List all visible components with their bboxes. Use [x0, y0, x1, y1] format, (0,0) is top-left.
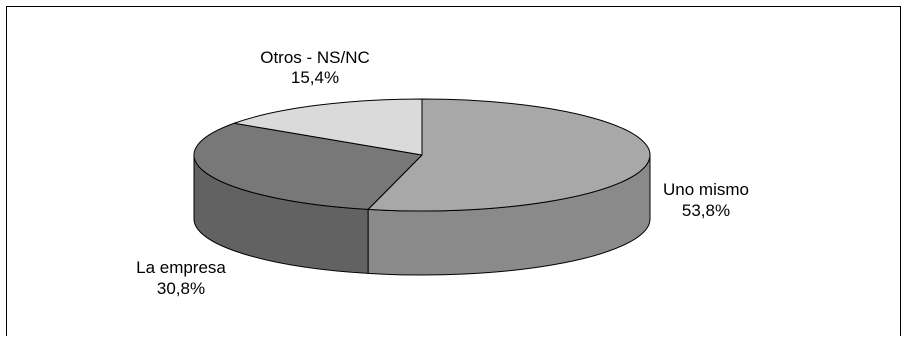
pie-tops: [193, 98, 651, 212]
slice-label-otros: Otros - NS/NC: [260, 48, 370, 67]
slice-value-uno-mismo: 53,8%: [682, 201, 730, 220]
slice-label-la-empresa: La empresa: [136, 258, 226, 277]
slice-value-la-empresa: 30,8%: [157, 279, 205, 298]
slice-top-la-empresa: [193, 122, 423, 210]
slice-top-uno-mismo: [367, 98, 651, 212]
slice-label-uno-mismo: Uno mismo: [663, 180, 749, 199]
slice-top-otros-ns-nc: [233, 98, 423, 156]
slice-value-otros: 15,4%: [291, 68, 339, 87]
chart-frame: [6, 6, 901, 336]
